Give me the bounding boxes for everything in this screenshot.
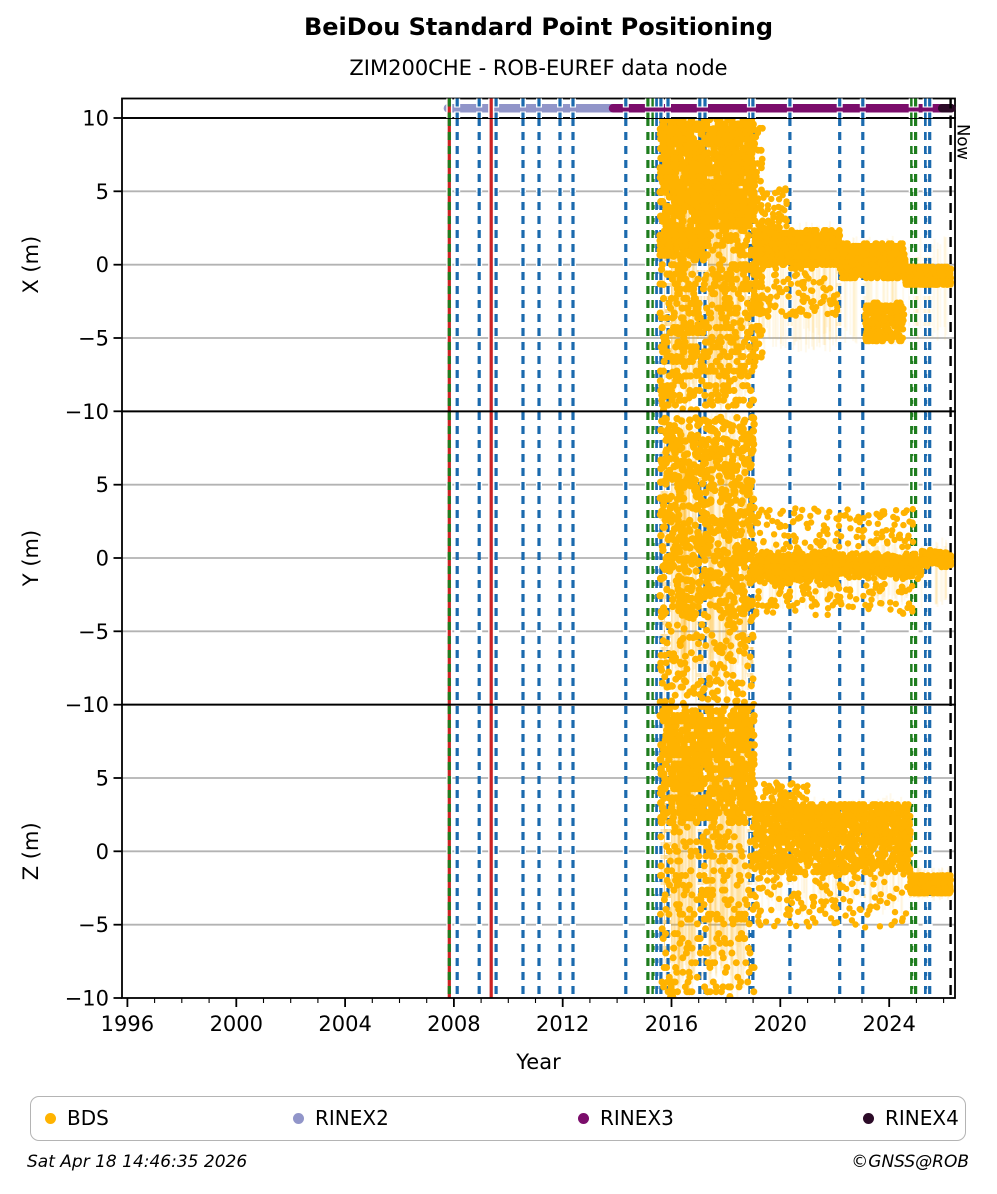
legend-item-label: BDS	[67, 1106, 109, 1130]
y-axis-label-X: X (m)	[19, 236, 43, 294]
scatter-X	[656, 118, 955, 412]
timestamp: Sat Apr 18 14:46:35 2026	[27, 1152, 248, 1172]
legend-item-rinex2: RINEX2	[293, 1097, 389, 1139]
scatter-Y	[656, 413, 955, 705]
event-lines-strip	[446, 98, 952, 118]
legend-item-label: RINEX3	[600, 1106, 674, 1130]
legend-marker-icon	[863, 1112, 874, 1124]
legend-item-label: RINEX2	[315, 1106, 389, 1130]
legend-item-rinex4: RINEX4	[863, 1097, 959, 1139]
credit: ©GNSS@ROB	[851, 1152, 969, 1172]
legend-marker-icon	[293, 1112, 304, 1124]
y-axis-label-Y: Y (m)	[19, 530, 43, 587]
x-axis	[126, 997, 945, 1007]
legend-item-rinex3: RINEX3	[578, 1097, 674, 1139]
legend-item-label: RINEX4	[885, 1106, 959, 1130]
legend-item-bds: BDS	[45, 1097, 109, 1139]
y-axis-Z	[113, 777, 122, 999]
plot-canvas: 1996 2000 2004 2008 2012 2016 2020 2024Year1050…	[19, 97, 973, 1074]
legend: BDS RINEX2 RINEX3 RINEX4	[30, 1096, 966, 1141]
chart-subtitle: ZIM200CHE - ROB-EUREF data node	[349, 56, 728, 80]
scatter-Z	[656, 704, 955, 998]
y-axis-label-Z: Z (m)	[19, 822, 43, 880]
y-axis-Y	[113, 483, 122, 706]
y-axis-X	[113, 117, 122, 413]
legend-marker-icon	[578, 1112, 589, 1124]
chart-title: BeiDou Standard Point Positioning	[303, 13, 773, 41]
now-label: Now	[954, 124, 973, 160]
x-tick-labels: 1996 2000 2004 2008 2012 2016 2020 2024	[101, 1012, 916, 1036]
legend-marker-icon	[45, 1112, 56, 1124]
x-axis-label: Year	[515, 1050, 561, 1074]
